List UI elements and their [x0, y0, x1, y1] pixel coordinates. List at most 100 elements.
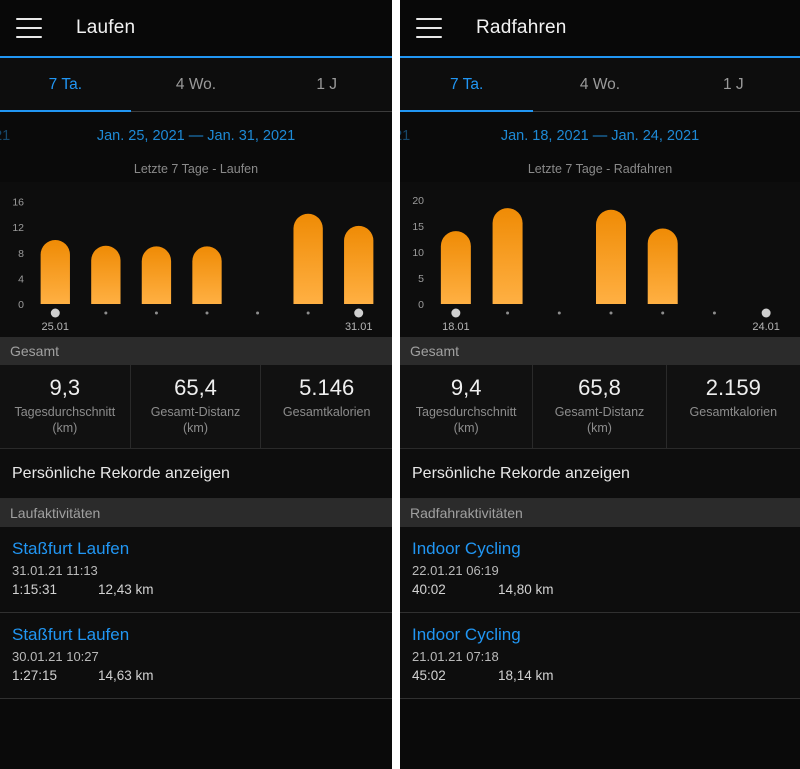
current-range-label: Jan. 18, 2021 — Jan. 24, 2021: [500, 128, 700, 144]
tab-underline: [0, 111, 392, 112]
bar-chart-laufen[interactable]: 0 4 8 12 16 25.01 31.01: [0, 182, 392, 337]
activity-duration: 40:02: [412, 582, 446, 597]
stat-label: Tagesdurchschnitt (km): [415, 405, 517, 435]
tab-4-weeks[interactable]: 4 Wo.: [175, 76, 217, 93]
stat-value: 65,4: [174, 375, 217, 400]
stat-label: Gesamtkalorien: [689, 405, 778, 419]
date-range-pager-left: 021 Jan. 25, 2021 — Jan. 31, 2021: [0, 112, 392, 160]
svg-text:16: 16: [12, 197, 24, 209]
activity-duration: 1:15:31: [12, 582, 58, 597]
app-bar-left: Laufen: [0, 0, 392, 56]
list-item[interactable]: Staßfurt Laufen 31.01.21 11:13 1:15:31 1…: [0, 527, 392, 613]
current-range-label: Jan. 25, 2021 — Jan. 31, 2021: [96, 128, 296, 144]
stat-value: 2.159: [705, 375, 761, 400]
tab-underline: [400, 111, 800, 112]
activity-duration: 45:02: [412, 668, 446, 683]
svg-text:8: 8: [18, 248, 24, 260]
list-item[interactable]: Indoor Cycling 22.01.21 06:19 40:02 14,8…: [400, 527, 800, 613]
svg-text:18.01: 18.01: [442, 321, 470, 333]
activity-metrics: 45:02 18,14 km: [412, 666, 788, 686]
bar-chart-svg-right: 0 5 10 15 20 18.01 24.01: [412, 195, 780, 333]
activity-duration: 1:27:15: [12, 668, 58, 683]
totals-header: Gesamt: [0, 337, 392, 365]
stats-row-left: 9,3 Tagesdurchschnitt (km) 65,4 Gesamt-Di…: [0, 365, 392, 449]
tab-7-days[interactable]: 7 Ta.: [450, 76, 484, 93]
stats-row-right: 9,4 Tagesdurchschnitt (km) 65,8 Gesamt-Di…: [400, 365, 800, 449]
stat-label: Gesamtkalorien: [282, 405, 371, 419]
activity-name: Staßfurt Laufen: [12, 625, 130, 644]
tab-active-indicator: [0, 109, 131, 112]
svg-text:25.01: 25.01: [42, 321, 70, 333]
svg-text:24.01: 24.01: [752, 321, 780, 333]
activity-metrics: 1:15:31 12,43 km: [12, 580, 380, 600]
show-personal-records-button[interactable]: Persönliche Rekorde anzeigen: [400, 449, 800, 499]
stat-total-distance: 65,4 Gesamt-Distanz (km): [131, 365, 262, 448]
stat-value: 9,4: [450, 375, 482, 400]
previous-range-label[interactable]: 021: [400, 128, 411, 144]
list-item[interactable]: Staßfurt Laufen 30.01.21 10:27 1:27:15 1…: [0, 613, 392, 699]
svg-text:31.01: 31.01: [345, 321, 373, 333]
hamburger-menu-icon[interactable]: [416, 18, 442, 38]
stat-label: Gesamt-Distanz (km): [554, 405, 645, 435]
stat-total-calories: 5.146 Gesamtkalorien: [261, 365, 392, 448]
activities-header: Laufaktivitäten: [0, 499, 392, 527]
activities-header: Radfahraktivitäten: [400, 499, 800, 527]
bar-chart-radfahren[interactable]: 0 5 10 15 20 18.01 24.01: [400, 182, 800, 337]
range-tabs-left: 7 Ta. 4 Wo. 1 J: [0, 58, 392, 112]
previous-range-label[interactable]: 021: [0, 128, 11, 144]
hamburger-menu-icon[interactable]: [16, 18, 42, 38]
activity-date: 22.01.21 06:19: [412, 563, 499, 578]
stat-total-distance: 65,8 Gesamt-Distanz (km): [533, 365, 667, 448]
chart-subtitle: Letzte 7 Tage - Radfahren: [400, 160, 800, 182]
chart-subtitle: Letzte 7 Tage - Laufen: [0, 160, 392, 182]
current-range[interactable]: Jan. 25, 2021 — Jan. 31, 2021: [97, 128, 295, 144]
activity-name: Staßfurt Laufen: [12, 539, 130, 558]
tab-active-indicator: [400, 109, 534, 112]
stat-daily-average: 9,3 Tagesdurchschnitt (km): [0, 365, 131, 448]
tab-4-weeks[interactable]: 4 Wo.: [579, 76, 621, 93]
page-title: Radfahren: [476, 17, 567, 38]
show-personal-records-button[interactable]: Persönliche Rekorde anzeigen: [0, 449, 392, 499]
stat-total-calories: 2.159 Gesamtkalorien: [667, 365, 800, 448]
range-tabs-right: 7 Ta. 4 Wo. 1 J: [400, 58, 800, 112]
activity-metrics: 40:02 14,80 km: [412, 580, 788, 600]
activity-distance: 14,80 km: [498, 582, 554, 597]
appbar-accent-rule: [400, 56, 800, 58]
activity-date: 30.01.21 10:27: [12, 649, 99, 664]
svg-text:20: 20: [412, 195, 424, 207]
activity-name: Indoor Cycling: [412, 625, 521, 644]
svg-text:0: 0: [418, 299, 424, 311]
current-range[interactable]: Jan. 18, 2021 — Jan. 24, 2021: [501, 128, 699, 144]
activity-date: 31.01.21 11:13: [12, 563, 98, 578]
activity-distance: 18,14 km: [498, 668, 554, 683]
activity-distance: 12,43 km: [98, 582, 154, 597]
stat-value: 5.146: [299, 375, 355, 400]
tab-1-year[interactable]: 1 J: [722, 76, 744, 93]
svg-text:4: 4: [18, 273, 24, 285]
activity-distance: 14,63 km: [98, 668, 154, 683]
svg-text:0: 0: [18, 299, 24, 311]
stat-value: 9,3: [49, 375, 81, 400]
activity-metrics: 1:27:15 14,63 km: [12, 666, 380, 686]
activity-name: Indoor Cycling: [412, 539, 521, 558]
panel-radfahren: Radfahren 7 Ta. 4 Wo. 1 J 021 Jan. 18, 2…: [400, 0, 800, 769]
bar-chart-svg-left: 0 4 8 12 16 25.01 31.01: [12, 197, 374, 333]
list-item[interactable]: Indoor Cycling 21.01.21 07:18 45:02 18,1…: [400, 613, 800, 699]
date-range-pager-right: 021 Jan. 18, 2021 — Jan. 24, 2021: [400, 112, 800, 160]
app-bar-right: Radfahren: [400, 0, 800, 56]
svg-text:15: 15: [412, 221, 424, 233]
svg-text:12: 12: [12, 222, 24, 234]
page-title: Laufen: [76, 17, 136, 38]
svg-text:5: 5: [418, 273, 424, 285]
stat-daily-average: 9,4 Tagesdurchschnitt (km): [400, 365, 534, 448]
appbar-accent-rule: [0, 56, 392, 58]
svg-text:10: 10: [412, 247, 424, 259]
stat-value: 65,8: [578, 375, 621, 400]
stat-label: Gesamt-Distanz (km): [150, 405, 241, 435]
tab-7-days[interactable]: 7 Ta.: [48, 76, 82, 93]
activity-date: 21.01.21 07:18: [412, 649, 499, 664]
tab-1-year[interactable]: 1 J: [316, 76, 338, 93]
totals-header: Gesamt: [400, 337, 800, 365]
panel-laufen: Laufen 7 Ta. 4 Wo. 1 J 021 Jan. 25, 2021…: [0, 0, 392, 769]
